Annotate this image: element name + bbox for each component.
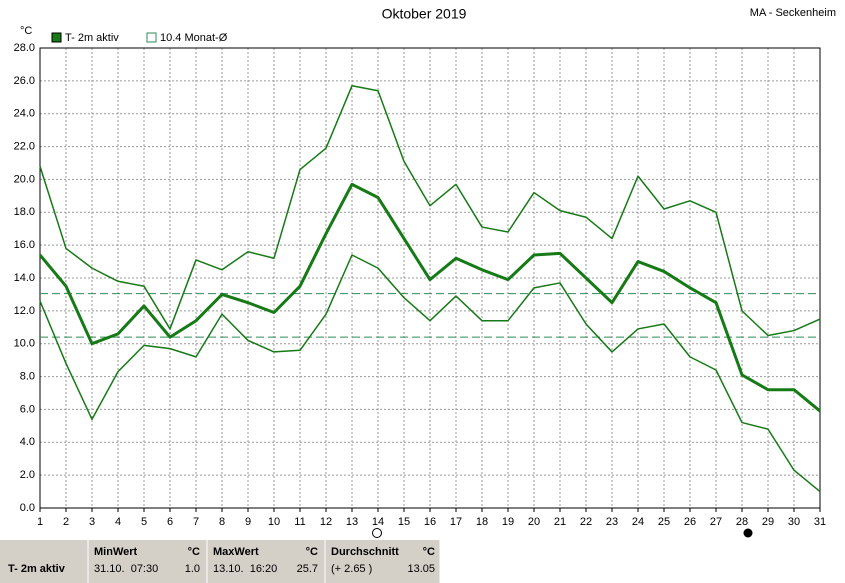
chart-title: Oktober 2019 — [382, 6, 467, 22]
x-tick-label: 16 — [424, 516, 436, 528]
x-tick-label: 1 — [37, 516, 43, 528]
x-tick-label: 6 — [167, 516, 173, 528]
table-row-label: T- 2m aktiv — [8, 563, 66, 575]
series-line — [39, 254, 821, 493]
table-value: 13.05 — [407, 563, 435, 575]
y-axis-label: °C — [20, 25, 32, 37]
y-tick-label: 8.0 — [20, 370, 35, 382]
x-tick-label: 20 — [528, 516, 540, 528]
legend-swatch — [146, 32, 157, 43]
x-tick-label: 25 — [658, 516, 670, 528]
y-tick-label: 28.0 — [14, 42, 35, 54]
y-tick-label: 24.0 — [14, 108, 35, 120]
x-tick-label: 9 — [245, 516, 251, 528]
x-tick-label: 19 — [502, 516, 514, 528]
x-tick-label: 5 — [141, 516, 147, 528]
table-unit: °C — [188, 546, 200, 558]
x-tick-label: 23 — [606, 516, 618, 528]
x-tick-label: 4 — [115, 516, 121, 528]
x-tick-label: 11 — [294, 516, 305, 528]
x-tick-label: 28 — [736, 516, 748, 528]
x-tick-label: 8 — [219, 516, 225, 528]
y-tick-label: 4.0 — [20, 436, 35, 448]
x-tick-label: 22 — [580, 516, 592, 528]
y-tick-label: 12.0 — [14, 305, 35, 317]
y-tick-label: 26.0 — [14, 75, 35, 87]
x-tick-label: 17 — [450, 516, 462, 528]
x-tick-label: 31 — [814, 516, 826, 528]
y-tick-label: 2.0 — [20, 469, 35, 481]
x-tick-label: 13 — [346, 516, 358, 528]
legend-label: T- 2m aktiv — [65, 32, 119, 44]
y-tick-label: 10.0 — [14, 338, 35, 350]
table-header: MinWert — [94, 546, 138, 558]
table-when: (+ 2.65 ) — [331, 563, 372, 575]
y-tick-label: 20.0 — [14, 173, 35, 185]
x-tick-label: 2 — [63, 516, 69, 528]
x-tick-label: 7 — [193, 516, 199, 528]
legend-label: 10.4 Monat-Ø — [160, 32, 228, 44]
y-tick-label: 22.0 — [14, 140, 35, 152]
x-tick-label: 24 — [632, 516, 644, 528]
x-tick-label: 21 — [554, 516, 566, 528]
station: MA - Seckenheim — [750, 7, 836, 19]
table-background — [0, 540, 440, 583]
x-tick-label: 26 — [684, 516, 696, 528]
y-tick-label: 14.0 — [14, 272, 35, 284]
table-value: 1.0 — [185, 563, 200, 575]
new-moon-icon — [743, 528, 753, 538]
table-unit: °C — [306, 546, 318, 558]
x-tick-label: 14 — [372, 516, 384, 528]
x-tick-label: 29 — [762, 516, 774, 528]
x-tick-label: 15 — [398, 516, 410, 528]
table-unit: °C — [423, 546, 435, 558]
y-tick-label: 18.0 — [14, 206, 35, 218]
series-line — [38, 182, 821, 413]
y-tick-label: 6.0 — [20, 403, 35, 415]
table-header: Durchschnitt — [331, 546, 399, 558]
full-moon-icon — [372, 528, 382, 538]
y-tick-label: 0.0 — [20, 502, 35, 514]
legend: T- 2m aktiv 10.4 Monat-Ø — [51, 32, 228, 44]
x-tick-label: 18 — [476, 516, 488, 528]
table-header: MaxWert — [213, 546, 259, 558]
x-tick-label: 10 — [268, 516, 280, 528]
table-value: 25.7 — [297, 563, 318, 575]
x-tick-label: 3 — [89, 516, 95, 528]
table-when: 13.10. 16:20 — [213, 563, 277, 575]
x-tick-label: 27 — [710, 516, 722, 528]
series-line — [39, 85, 821, 337]
x-tick-label: 12 — [320, 516, 332, 528]
legend-swatch — [51, 32, 62, 43]
table-when: 31.10. 07:30 — [94, 563, 158, 575]
x-tick-label: 30 — [788, 516, 800, 528]
plot-frame — [39, 47, 821, 509]
y-tick-label: 16.0 — [14, 239, 35, 251]
